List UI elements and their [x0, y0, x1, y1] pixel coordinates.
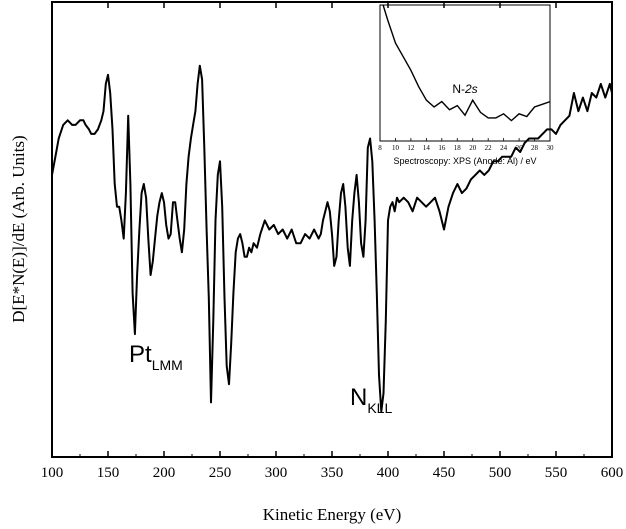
inset-x-tick-label: 18	[454, 144, 462, 152]
x-tick-label: 200	[153, 465, 176, 481]
inset-title: Spectroscopy: XPS (Anode: Al) / eV	[393, 156, 536, 166]
x-tick-label: 300	[265, 465, 288, 481]
spectrum-line	[51, 64, 613, 413]
inset-x-ticks: 8 10 12 14 16 18 20 22 24 26 28 30	[378, 138, 554, 152]
x-axis-ticks: 100 150 200 250 300 350 400 450 500 550 600	[41, 2, 624, 481]
x-tick-label: 550	[545, 465, 568, 481]
x-tick-label: 400	[377, 465, 400, 481]
x-tick-label: 100	[41, 465, 64, 481]
x-tick-label: 500	[489, 465, 512, 481]
inset-x-tick-label: 10	[392, 144, 400, 152]
pt-lmm-label: PtLMM	[129, 341, 183, 373]
inset-x-tick-label: 12	[407, 144, 415, 152]
inset-x-tick-label: 8	[378, 144, 382, 152]
inset-frame	[379, 4, 551, 142]
inset-x-tick-label: 14	[423, 144, 431, 152]
inset-x-tick-label: 28	[531, 144, 539, 152]
inset-x-tick-label: 26	[516, 144, 524, 152]
inset-x-tick-label: 22	[485, 144, 493, 152]
x-tick-label: 250	[209, 465, 232, 481]
x-tick-label: 350	[321, 465, 344, 481]
inset-x-tick-label: 16	[438, 144, 446, 152]
inset-x-tick-label: 30	[547, 144, 555, 152]
x-tick-label: 150	[97, 465, 120, 481]
x-axis-title: Kinetic Energy (eV)	[263, 505, 401, 524]
inset-series-line	[382, 4, 551, 122]
n-kll-label: NKLL	[350, 384, 392, 416]
x-tick-label: 600	[601, 465, 624, 481]
y-axis-title: D[E*N(E)]/dE (Arb. Units)	[9, 135, 28, 322]
inset-x-tick-label: 24	[500, 144, 508, 152]
x-tick-label: 450	[433, 465, 456, 481]
inset-x-tick-label: 20	[469, 144, 477, 152]
inset-n2s-annotation: N-2s	[452, 82, 477, 96]
inset-chart: 8 10 12 14 16 18 20 22 24 26 28 30 N-2s Spectroscop…	[378, 4, 554, 166]
